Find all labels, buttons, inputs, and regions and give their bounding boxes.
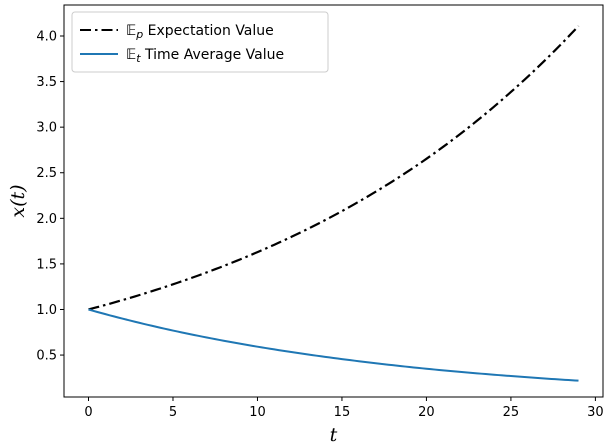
x-axis: 0 5 10 15 20 25 30 [84, 397, 604, 420]
x-tick-label: 30 [587, 405, 604, 420]
series-line-2 [88, 308, 579, 382]
series-line-1 [88, 25, 580, 311]
x-axis-label: t [330, 424, 338, 446]
y-axis: 0.5 1.0 1.5 2.0 2.5 3.0 3.5 4.0 [36, 29, 64, 364]
y-tick-label: 1.0 [36, 303, 57, 318]
x-tick-label: 25 [503, 405, 520, 420]
x-tick-label: 10 [249, 405, 266, 420]
x-tick-label: 0 [84, 405, 92, 420]
y-axis-label: x(t) [7, 184, 29, 217]
series-layer [88, 25, 580, 382]
x-tick-label: 20 [418, 405, 435, 420]
plot-area [63, 4, 604, 398]
y-tick-label: 3.0 [36, 121, 57, 136]
y-tick-label: 4.0 [36, 29, 57, 44]
y-tick-label: 1.5 [36, 257, 57, 272]
x-tick-label: 5 [169, 405, 177, 420]
x-tick-label: 15 [334, 405, 351, 420]
y-tick-label: 0.5 [36, 349, 57, 364]
legend-entry-2: 𝔼t Time Average Value [126, 47, 284, 65]
legend-box [71, 11, 329, 73]
legend-entry-1: 𝔼p Expectation Value [126, 23, 274, 41]
y-tick-label: 2.0 [36, 212, 57, 227]
y-tick-label: 2.5 [36, 166, 57, 181]
legend: 𝔼p Expectation Value 𝔼t Time Average Valu… [71, 11, 329, 73]
y-tick-label: 3.5 [36, 75, 57, 90]
